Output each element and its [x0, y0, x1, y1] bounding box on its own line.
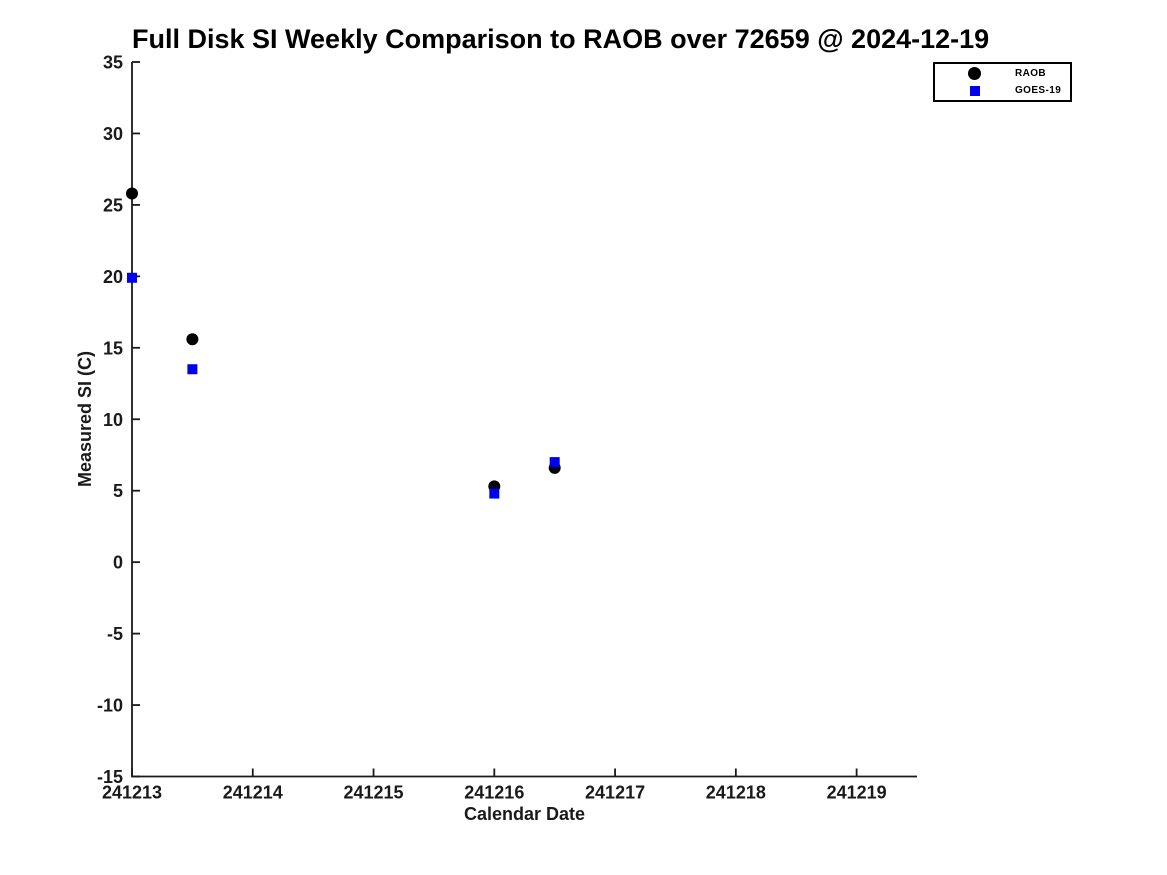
y-tick-label: 25 — [103, 195, 123, 215]
y-tick-label: 5 — [113, 481, 123, 501]
data-point-goes-19 — [489, 488, 500, 499]
x-tick-label: 241217 — [585, 783, 645, 803]
x-tick-label: 241214 — [223, 783, 283, 803]
raob-circle-icon — [968, 66, 981, 80]
y-tick-label: 10 — [103, 410, 123, 430]
x-tick-label: 241213 — [102, 783, 162, 803]
data-point-goes-19 — [549, 457, 560, 468]
x-tick-label: 241215 — [343, 783, 403, 803]
legend-label: GOES-19 — [1015, 85, 1062, 97]
x-axis-label: Calendar Date — [463, 804, 586, 824]
y-tick-label: -10 — [97, 696, 123, 716]
axis-spines — [131, 62, 917, 778]
y-tick-label: 20 — [103, 267, 123, 287]
data-point-goes-19 — [187, 364, 198, 375]
legend: RAOB GOES-19 — [933, 62, 1072, 102]
goes-19-square-icon — [968, 84, 981, 97]
y-tick-label: -5 — [107, 624, 123, 644]
y-tick-label: 30 — [103, 124, 123, 144]
x-tick-label: 241216 — [464, 783, 524, 803]
data-point-raob — [126, 187, 138, 200]
data-point-goes-19 — [127, 272, 137, 283]
legend-entry-goes-19: GOES-19 — [935, 82, 1070, 99]
y-tick-label: 0 — [113, 553, 123, 573]
y-tick-label: -15 — [97, 767, 123, 787]
chart-title: Full Disk SI Weekly Comparison to RAOB o… — [132, 24, 990, 54]
x-tick-label: 241219 — [827, 783, 887, 803]
y-tick-label: 35 — [103, 53, 123, 73]
y-tick-label: 15 — [103, 338, 123, 358]
data-point-raob — [186, 333, 199, 346]
legend-label: RAOB — [1015, 67, 1047, 79]
legend-entry-raob: RAOB — [935, 65, 1070, 82]
x-tick-label: 241218 — [706, 783, 766, 803]
